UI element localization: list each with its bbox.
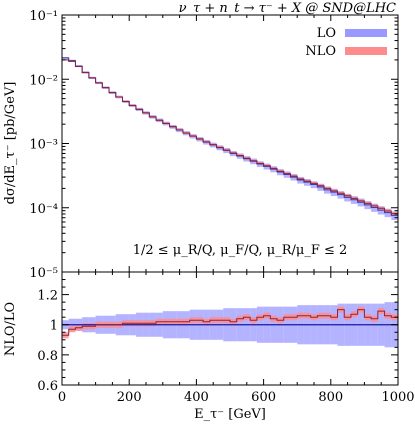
x-tick-label-0: 0 xyxy=(58,390,66,405)
y-tick-label-top-0: 10⁻¹ xyxy=(29,9,58,24)
legend-label-nlo: NLO xyxy=(305,44,336,59)
y-axis-label-top: dσ/dE_τ⁻ [pb/GeV] xyxy=(3,82,18,205)
y-tick-label-top-1: 10⁻² xyxy=(29,73,58,88)
x-tick-label-400: 400 xyxy=(184,390,209,405)
x-axis-label: E_τ⁻ [GeV] xyxy=(194,407,266,422)
y-tick-label-ratio-2: 0.8 xyxy=(37,349,58,364)
y-tick-label-top-4: 10⁻⁵ xyxy=(29,266,58,281)
line-nlo xyxy=(62,59,398,215)
scale-variation-note: 1/2 ≤ μ_R/Q, μ_F/Q, μ_R/μ_F ≤ 2 xyxy=(133,243,348,258)
tick-labels: 0 200 400 600 800 1000 10⁻¹ 10⁻² 10⁻³ 10⁻⁴ 10⁻⁵ 1.2… xyxy=(29,9,414,405)
legend-label-lo: LO xyxy=(317,26,336,41)
ratio-panel-lines xyxy=(62,309,398,336)
legend: LO NLO xyxy=(305,26,387,59)
line-lo xyxy=(62,57,398,216)
x-tick-label-600: 600 xyxy=(251,390,276,405)
ratio-line-nlo xyxy=(62,309,398,336)
y-tick-label-ratio-1: 1 xyxy=(50,319,58,334)
legend-swatch-lo xyxy=(345,29,387,37)
y-tick-label-top-2: 10⁻³ xyxy=(29,138,58,153)
y-tick-label-top-3: 10⁻⁴ xyxy=(29,202,58,217)
legend-swatch-nlo xyxy=(345,47,387,55)
y-tick-label-ratio-3: 0.6 xyxy=(37,379,58,394)
ratio-panel-frame xyxy=(61,271,399,386)
y-tick-label-ratio-0: 1.2 xyxy=(37,289,58,304)
chart-title: ν_τ + n_t → τ⁻ + X @ SND@LHC xyxy=(179,1,396,16)
y-axis-label-ratio: NLO/LO xyxy=(3,302,18,356)
x-tick-label-200: 200 xyxy=(117,390,142,405)
x-tick-label-800: 800 xyxy=(318,390,343,405)
x-tick-label-1000: 1000 xyxy=(381,390,414,405)
top-panel-lines xyxy=(62,57,398,216)
